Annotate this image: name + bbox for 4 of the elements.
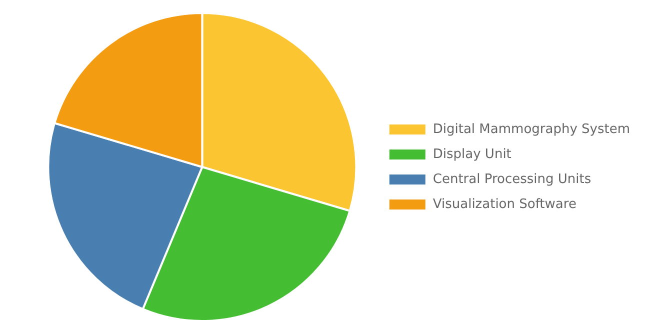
legend-label: Visualization Software xyxy=(432,196,576,212)
legend-label: Digital Mammography System xyxy=(432,122,630,137)
legend-label: Central Processing Units xyxy=(432,172,592,187)
legend-label: Display Unit xyxy=(432,146,512,162)
